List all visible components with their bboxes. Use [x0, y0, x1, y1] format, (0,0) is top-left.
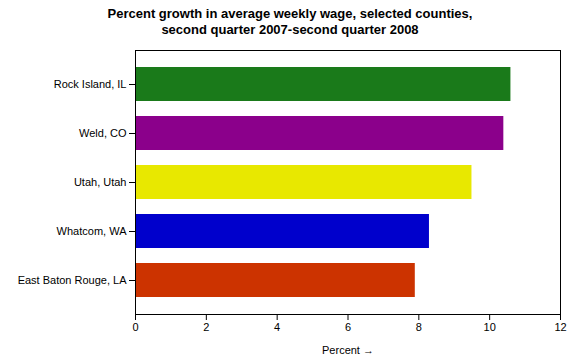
svg-text:Weld, CO: Weld, CO: [79, 127, 127, 139]
svg-text:12: 12: [554, 321, 566, 333]
svg-text:8: 8: [416, 321, 422, 333]
svg-text:4: 4: [274, 321, 280, 333]
svg-text:Utah, Utah: Utah, Utah: [74, 176, 127, 188]
svg-text:10: 10: [484, 321, 496, 333]
html-text:second quarter 2007-second qua: second quarter 2007-second quarter 2008: [161, 22, 419, 37]
svg-text:6: 6: [345, 321, 351, 333]
svg-text:2: 2: [203, 321, 209, 333]
svg-text:Rock Island, IL: Rock Island, IL: [54, 78, 127, 90]
html-text:Percent growth in average week: Percent growth in average weekly wage, s…: [107, 6, 473, 21]
svg-text:East Baton Rouge, LA: East Baton Rouge, LA: [18, 274, 128, 286]
svg-text:0: 0: [132, 321, 138, 333]
svg-text:Percent →: Percent →: [322, 344, 374, 356]
svg-text:Whatcom, WA: Whatcom, WA: [57, 225, 128, 237]
